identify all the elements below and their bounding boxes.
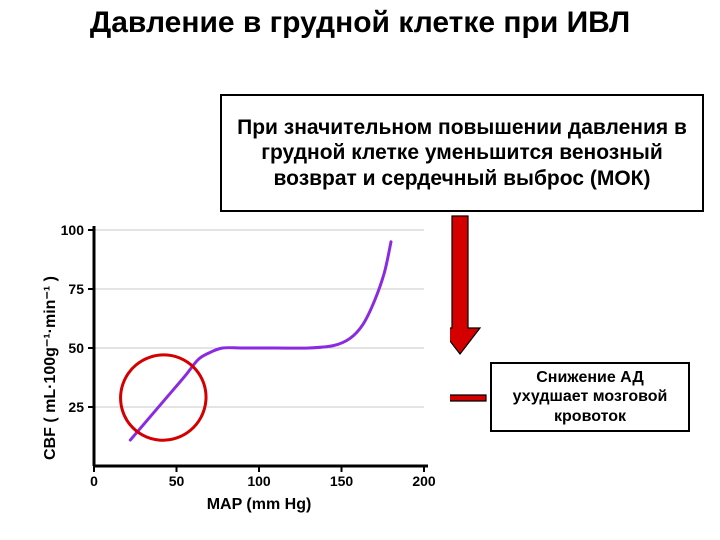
- svg-text:50: 50: [169, 473, 185, 489]
- y-axis-label: CBF ( mL·100g⁻¹·min⁻¹ ): [40, 276, 60, 460]
- svg-text:100: 100: [61, 222, 85, 238]
- svg-text:200: 200: [412, 473, 436, 489]
- callout-top: При значительном повышении давления в гр…: [220, 94, 704, 212]
- svg-text:0: 0: [90, 473, 98, 489]
- callout-bottom: Снижение АД ухудшает мозговой кровоток: [490, 362, 690, 432]
- svg-text:75: 75: [68, 281, 84, 297]
- svg-text:150: 150: [330, 473, 354, 489]
- svg-text:25: 25: [68, 399, 84, 415]
- svg-text:50: 50: [68, 340, 84, 356]
- slide-title: Давление в грудной клетке при ИВЛ: [0, 6, 720, 41]
- slide: Давление в грудной клетке при ИВЛ При зн…: [0, 0, 720, 540]
- svg-text:100: 100: [247, 473, 271, 489]
- callout-bottom-text: Снижение АД ухудшает мозговой кровоток: [500, 368, 680, 426]
- x-axis-label: MAP (mm Hg): [94, 496, 424, 514]
- cbf-map-chart: 0 50 100 150 200 25 50 75 100 CBF ( mL·100g⁻¹·mi…: [20, 220, 450, 520]
- callout-top-text: При значительном повышении давления в гр…: [230, 115, 694, 191]
- chart-svg: 0 50 100 150 200 25 50 75 100: [20, 220, 450, 520]
- title-text: Давление в грудной клетке при ИВЛ: [90, 6, 630, 39]
